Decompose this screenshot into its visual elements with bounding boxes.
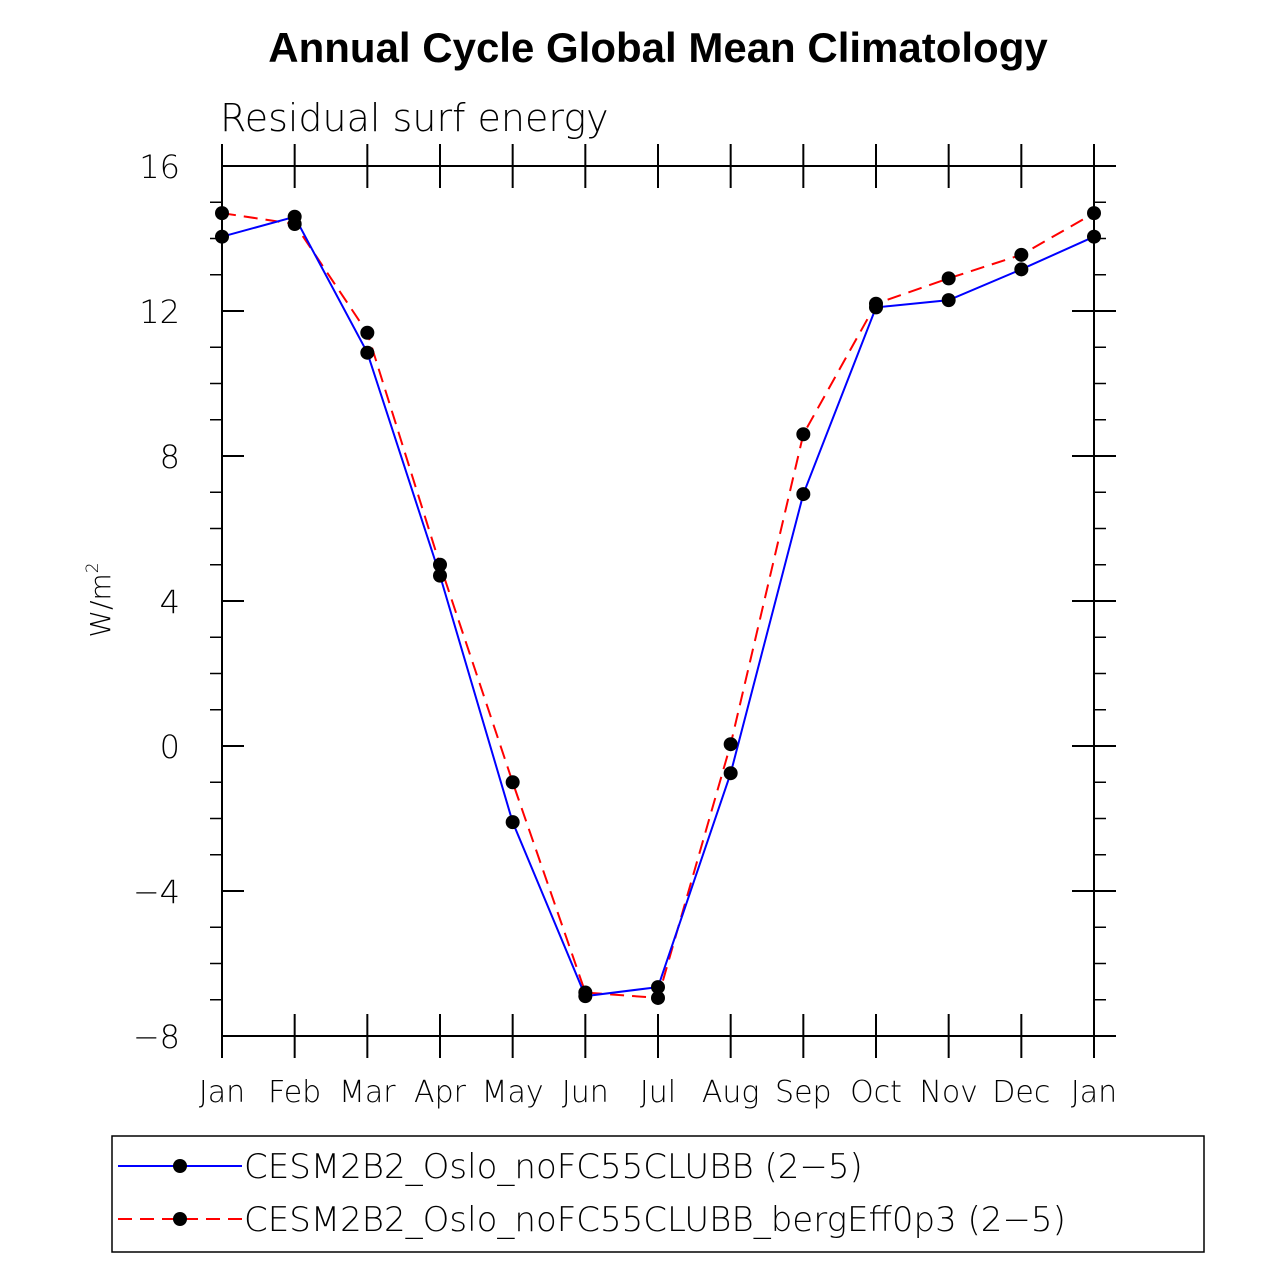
legend-swatch-marker-0 (173, 1159, 187, 1173)
x-tick-label: Aug (702, 1075, 760, 1110)
chart-subtitle: Residual surf energy (220, 96, 609, 140)
y-tick-label: −8 (133, 1018, 180, 1056)
series-1-point (941, 271, 956, 286)
series-line-0 (221, 215, 1095, 998)
series-0-point (505, 815, 520, 830)
y-tick-label: 4 (160, 583, 180, 621)
x-tick-label: Jan (1071, 1075, 1117, 1110)
y-tick-label: 0 (160, 728, 180, 766)
legend: CESM2B2_Oslo_noFC55CLUBB (2−5) CESM2B2_O… (111, 1135, 1205, 1253)
series-0-point (360, 345, 375, 360)
x-tick-label: Apr (414, 1075, 467, 1110)
plot-frame (221, 165, 1095, 1037)
series-1-point (433, 557, 447, 572)
series-0-point (1014, 262, 1029, 277)
x-tick-label: Sep (775, 1075, 832, 1110)
x-tick-label: Feb (268, 1075, 321, 1110)
series-1-point (287, 217, 302, 231)
legend-label-1: CESM2B2_Oslo_noFC55CLUBB_bergEff0p3 (2−5… (244, 1200, 1066, 1240)
y-tick-label: 8 (160, 438, 180, 476)
x-tick-label: Jun (562, 1075, 609, 1110)
series-layer (215, 206, 1101, 1005)
series-1-point (1014, 247, 1029, 262)
legend-swatch-marker-1 (173, 1212, 187, 1226)
series-1-point (651, 990, 665, 1005)
series-0-point (433, 568, 447, 583)
chart-title: Annual Cycle Global Mean Climatology (268, 24, 1048, 71)
x-tick-label: Jul (640, 1075, 676, 1110)
svg-text:W/m2: W/m2 (83, 562, 117, 637)
series-0-point (723, 766, 738, 781)
x-tick-label: Oct (850, 1075, 902, 1110)
series-1-point (505, 775, 520, 790)
series-1-point (360, 325, 375, 340)
y-tick-label: 12 (139, 293, 180, 331)
series-0-point (941, 293, 956, 308)
series-line-1 (221, 212, 1095, 999)
legend-label-0: CESM2B2_Oslo_noFC55CLUBB (2−5) (244, 1147, 863, 1187)
y-tick-label: 16 (139, 148, 180, 186)
x-tick-label: Mar (339, 1075, 396, 1110)
y-axis-label: W/m2 (83, 562, 117, 637)
series-1-point (869, 296, 883, 311)
y-axis-label-superscript: 2 (83, 562, 103, 573)
x-tick-label: Nov (919, 1075, 978, 1110)
legend-box (111, 1135, 1205, 1253)
y-tick-label: −4 (133, 873, 180, 911)
series-0-point (651, 980, 665, 995)
x-tick-labels: Jan Feb Mar Apr May Jun Jul Aug Sep Oct Nov Dec Jan (199, 1075, 1117, 1110)
axis-ticks (210, 144, 1116, 1058)
x-tick-label: May (482, 1075, 544, 1110)
y-tick-labels: −8 −4 0 4 8 12 16 (133, 148, 180, 1056)
series-0-point (796, 487, 811, 502)
x-tick-label: Dec (992, 1075, 1050, 1110)
series-1-point (796, 427, 811, 442)
y-axis-label-base: W/m (84, 573, 117, 637)
x-tick-label: Jan (199, 1075, 245, 1110)
series-1-point (578, 985, 593, 1000)
series-1-point (723, 737, 738, 752)
